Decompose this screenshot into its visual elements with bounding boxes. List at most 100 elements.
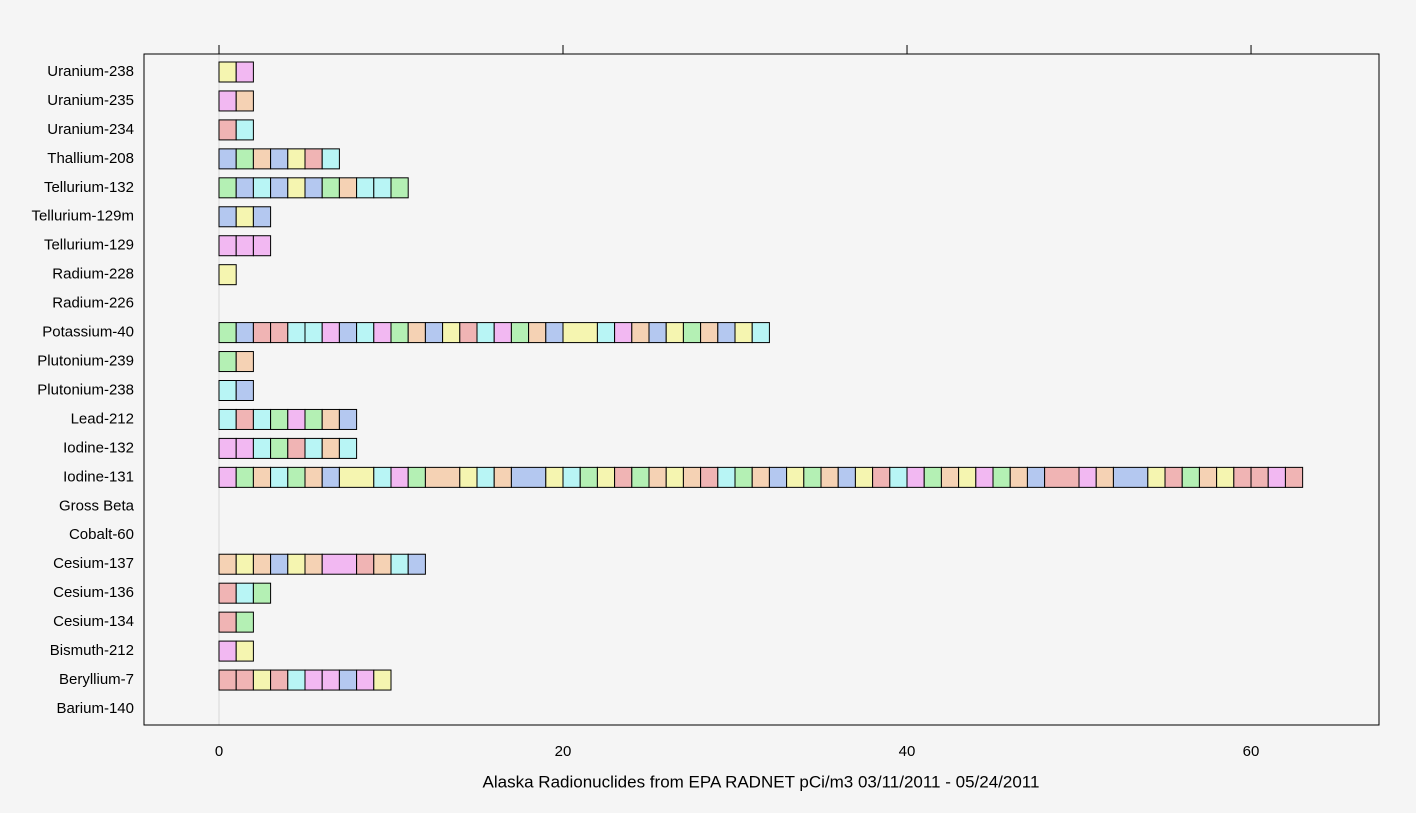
bar-segment <box>682 466 702 488</box>
bar-segment <box>958 466 977 488</box>
bar-segment <box>1044 466 1080 488</box>
bar-segment <box>338 408 358 430</box>
bar-segment <box>596 466 616 488</box>
bar-segment <box>545 322 564 344</box>
bar-segment <box>252 669 272 691</box>
bar-segment <box>1267 466 1286 488</box>
bar-segment <box>751 322 770 344</box>
bar-segment <box>304 408 323 430</box>
bar-segment <box>218 669 237 691</box>
bar-segment <box>235 148 254 170</box>
bar-segment <box>287 553 306 575</box>
bar-segment <box>235 206 254 228</box>
bar-segment <box>872 466 891 488</box>
y-tick-label: Thallium-208 <box>47 150 134 167</box>
bar-segment <box>321 553 358 575</box>
bar-segment <box>854 466 874 488</box>
bar-segment <box>1009 466 1028 488</box>
y-tick-label: Uranium-235 <box>47 92 134 109</box>
bar-segment <box>218 408 237 430</box>
bar-segment <box>218 177 237 199</box>
bar-segment <box>287 177 306 199</box>
bar-segment <box>235 669 254 691</box>
bar-segment <box>1233 466 1252 488</box>
y-tick-label: Tellurium-129 <box>44 237 134 254</box>
y-tick-label: Barium-140 <box>56 700 134 717</box>
bar-segment <box>218 61 237 83</box>
bar-segment <box>528 322 547 344</box>
bar-segment <box>304 437 323 459</box>
bar-segment <box>252 148 272 170</box>
y-tick-label: Iodine-132 <box>63 439 134 456</box>
bar-segment <box>889 466 908 488</box>
bar-segment <box>407 466 426 488</box>
bar-segment <box>321 408 340 430</box>
bar-segment <box>1112 466 1149 488</box>
bar-segment <box>992 466 1011 488</box>
bar-segment <box>1250 466 1269 488</box>
bar-segment <box>218 148 237 170</box>
bar-segment <box>614 322 633 344</box>
bar-segment <box>356 322 375 344</box>
x-tick-label: 20 <box>555 743 572 760</box>
bar-segment <box>218 351 237 373</box>
bar-segment <box>906 466 925 488</box>
bar-segment <box>321 437 340 459</box>
bar-segment <box>218 380 237 401</box>
bar-segment <box>373 322 392 344</box>
bar-segment <box>356 669 375 691</box>
bar-segment <box>270 322 289 344</box>
bar-segment <box>252 466 272 488</box>
bar-segment <box>1095 466 1114 488</box>
y-tick-label: Gross Beta <box>59 497 135 514</box>
y-tick-label: Tellurium-129m <box>31 208 134 225</box>
bar-segment <box>304 322 323 344</box>
bar-segment <box>218 119 237 141</box>
bar-segment <box>235 235 254 257</box>
bar-segment <box>304 669 323 691</box>
bar-segment <box>304 148 323 170</box>
y-tick-label: Tellurium-132 <box>44 179 134 196</box>
bar-segment <box>235 61 254 83</box>
bar-segment <box>1181 466 1200 488</box>
bar-segment <box>373 553 392 575</box>
bar-segment <box>596 322 616 344</box>
bar-segment <box>579 466 598 488</box>
y-tick-label: Plutonium-239 <box>37 353 134 370</box>
bar-segment <box>390 553 409 575</box>
bar-segment <box>631 322 650 344</box>
bar-segment <box>270 553 289 575</box>
bar-segment <box>493 466 512 488</box>
bar-segment <box>390 177 409 199</box>
bar-segment <box>407 322 426 344</box>
bar-segment <box>218 582 237 604</box>
bar-segment <box>1216 466 1235 488</box>
bar-segment <box>407 553 426 575</box>
bar-segment <box>252 582 272 604</box>
bar-segment <box>235 351 254 373</box>
bar-segment <box>751 466 770 488</box>
bar-segment <box>252 235 272 257</box>
bar-segment <box>631 466 650 488</box>
bar-segment <box>338 669 358 691</box>
bar-segment <box>356 553 375 575</box>
bar-segment <box>287 322 306 344</box>
bar-segment <box>373 466 392 488</box>
y-tick-label: Cesium-137 <box>53 555 134 572</box>
bar-segment <box>476 322 495 344</box>
bar-segment <box>218 437 237 459</box>
bar-segment <box>270 437 289 459</box>
y-tick-label: Iodine-131 <box>63 468 134 485</box>
x-axis-label: Alaska Radionuclides from EPA RADNET pCi… <box>483 772 1040 791</box>
bar-segment <box>321 466 340 488</box>
bar-segment <box>390 322 409 344</box>
bar-segment <box>235 322 254 344</box>
bar-segment <box>304 466 323 488</box>
y-tick-label: Plutonium-238 <box>37 381 134 398</box>
bar-segment <box>1078 466 1097 488</box>
bar-segment <box>373 177 392 199</box>
bar-segment <box>235 437 254 459</box>
bar-segment <box>493 322 512 344</box>
bar-segment <box>218 322 237 344</box>
